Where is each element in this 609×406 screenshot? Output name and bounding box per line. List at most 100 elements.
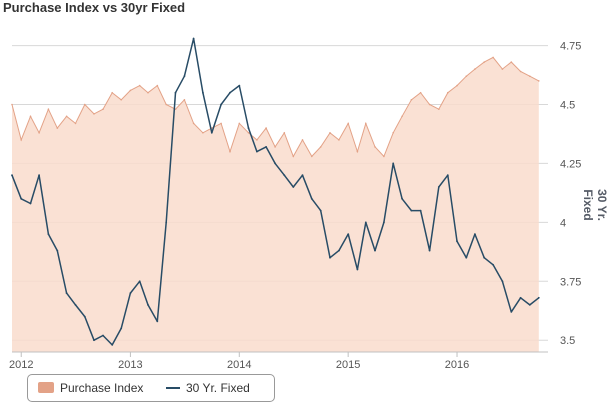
x-tick-label: 2015 — [336, 359, 360, 371]
purchase-index-point — [202, 132, 204, 134]
purchase-index-point — [65, 115, 68, 118]
fixed-rate-point — [247, 127, 250, 129]
fixed-rate-point — [356, 268, 359, 271]
fixed-rate-point — [20, 197, 23, 200]
fixed-rate-point — [138, 280, 141, 283]
fixed-rate-point — [410, 209, 413, 212]
x-tick-label: 2013 — [118, 359, 142, 371]
fixed-rate-point — [510, 311, 513, 313]
purchase-index-point — [428, 103, 431, 106]
fixed-rate-point — [202, 91, 204, 94]
purchase-index-point — [311, 155, 313, 158]
fixed-rate-point — [519, 296, 522, 299]
purchase-index-point — [147, 91, 149, 94]
fixed-rate-point — [47, 233, 50, 236]
fixed-rate-point — [29, 202, 32, 205]
purchase-index-point — [38, 132, 40, 134]
fixed-rate-point — [129, 292, 132, 294]
y-tick-label: 3.75 — [560, 276, 581, 288]
legend: Purchase Index 30 Yr. Fixed — [27, 374, 275, 402]
fixed-rate-point — [319, 209, 322, 212]
purchase-index-point — [93, 113, 95, 115]
purchase-index-point — [238, 122, 241, 125]
purchase-index-point — [183, 99, 186, 101]
purchase-index-point — [47, 108, 50, 110]
chart-title: Purchase Index vs 30yr Fixed — [3, 0, 186, 15]
fixed-rate-point — [238, 84, 241, 87]
fixed-rate-point — [483, 256, 486, 259]
purchase-index-point — [84, 103, 86, 106]
purchase-index-point — [474, 68, 476, 70]
fixed-rate-point — [347, 233, 350, 236]
fixed-rate-point — [310, 197, 313, 200]
fixed-rate-point — [165, 221, 168, 224]
fixed-rate-point — [83, 315, 86, 318]
fixed-rate-point — [11, 174, 13, 177]
legend-label-30yr-fixed: 30 Yr. Fixed — [186, 381, 250, 395]
fixed-rate-point — [93, 339, 95, 342]
x-axis: 2012 2013 2014 2015 2016 — [9, 351, 548, 371]
purchase-index-point — [229, 150, 231, 153]
purchase-index-point — [274, 146, 276, 148]
30yr-fixed-swatch-icon — [166, 387, 180, 389]
purchase-index-area-fill — [12, 57, 539, 353]
purchase-index-point — [301, 139, 304, 141]
y-tick-label: 4 — [560, 217, 566, 229]
fixed-rate-point — [401, 197, 403, 200]
purchase-index-point — [138, 84, 141, 87]
purchase-index-point — [156, 84, 159, 87]
y-tick-label: 4.5 — [560, 100, 575, 112]
legend-item-purchase-index[interactable]: Purchase Index — [38, 381, 143, 395]
fixed-rate-point — [419, 209, 422, 212]
fixed-rate-point — [283, 174, 286, 177]
fixed-rate-point — [456, 240, 458, 243]
fixed-rate-point — [428, 249, 431, 252]
purchase-index-point — [174, 108, 177, 110]
purchase-index-point — [492, 56, 494, 59]
fixed-rate-point — [492, 263, 494, 266]
fixed-rate-point — [274, 162, 276, 165]
fixed-rate-point — [374, 249, 376, 252]
fixed-rate-point — [38, 174, 40, 177]
fixed-rate-point — [210, 131, 213, 134]
purchase-index-point — [11, 103, 13, 106]
fixed-rate-point — [111, 344, 114, 346]
fixed-rate-point — [465, 256, 468, 259]
purchase-index-point — [419, 91, 422, 94]
fixed-rate-point — [537, 296, 540, 299]
purchase-index-point — [29, 115, 32, 118]
fixed-rate-point — [256, 150, 258, 153]
fixed-rate-point — [437, 186, 440, 188]
fixed-rate-point — [74, 304, 77, 306]
purchase-index-area — [11, 56, 540, 353]
x-tick-label: 2012 — [9, 359, 33, 371]
fixed-rate-point — [474, 233, 476, 236]
purchase-index-point — [374, 146, 376, 148]
purchase-index-point — [256, 139, 258, 141]
purchase-index-point — [102, 108, 104, 110]
purchase-index-point — [338, 139, 340, 141]
purchase-index-point — [165, 103, 167, 106]
x-tick-label: 2014 — [227, 359, 251, 371]
purchase-index-point — [392, 132, 395, 134]
y-axis-right: 3.5 3.75 4 4.25 4.5 4.75 — [560, 41, 581, 348]
purchase-index-point — [519, 70, 522, 73]
purchase-index-point — [356, 150, 359, 153]
purchase-index-point — [410, 99, 413, 101]
fixed-rate-point — [220, 103, 223, 106]
purchase-index-point — [329, 132, 331, 134]
purchase-index-point — [501, 68, 504, 70]
legend-item-30yr-fixed[interactable]: 30 Yr. Fixed — [166, 381, 250, 395]
fixed-rate-point — [392, 162, 395, 165]
purchase-index-point — [456, 84, 458, 87]
fixed-rate-point — [446, 174, 449, 177]
fixed-rate-point — [147, 304, 149, 306]
purchase-index-point — [111, 91, 113, 94]
fixed-rate-point — [329, 256, 331, 259]
x-tick-label: 2016 — [445, 359, 469, 371]
fixed-rate-point — [364, 221, 367, 224]
fixed-rate-point — [102, 334, 104, 337]
purchase-index-point — [401, 115, 403, 118]
purchase-index-point — [247, 132, 250, 134]
